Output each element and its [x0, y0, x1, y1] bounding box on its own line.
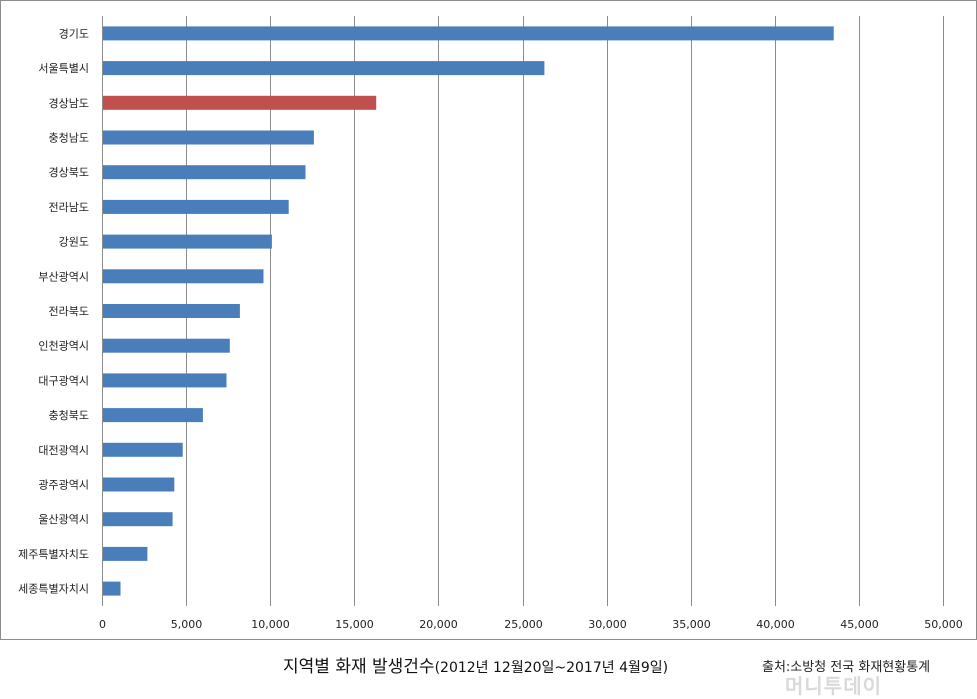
category-label: 충청남도: [49, 132, 89, 145]
bar-6: [103, 234, 272, 249]
category-label: 인천광역시: [38, 339, 89, 353]
x-tick-label: 40,000: [756, 618, 795, 631]
bar-12: [103, 442, 183, 457]
chart-plot: 0 5,000 10,000 15,000 20,000 25,000 30,000 35,0…: [18, 16, 963, 631]
category-label: 제주특별자치도: [18, 548, 89, 561]
bar-10: [103, 373, 227, 388]
x-tick-label: 25,000: [504, 618, 543, 631]
chart-title-main: 지역별 화재 발생건수: [283, 657, 435, 677]
category-label: 강원도: [59, 236, 89, 249]
category-label: 전라북도: [49, 305, 89, 318]
x-tick-label: 10,000: [251, 618, 290, 631]
bar-1: [103, 61, 545, 76]
source-note: 출처:소방청 전국 화재현황통계: [762, 660, 931, 675]
chart-title: 지역별 화재 발생건수(2012년 12월20일~2017년 4월9일): [283, 652, 668, 677]
bar-2: [103, 95, 377, 110]
category-label: 광주광역시: [38, 479, 89, 492]
bar-8: [103, 304, 240, 318]
x-tick-label: 0: [99, 618, 106, 631]
x-tick-label: 5,000: [171, 618, 203, 631]
bar-5: [103, 199, 289, 214]
category-label: 울산광역시: [38, 513, 89, 526]
bar-4: [103, 165, 306, 180]
watermark-logo: 머니투데이: [785, 674, 882, 698]
bar-3: [103, 130, 314, 145]
bar-13: [103, 477, 175, 492]
bar-7: [103, 269, 264, 284]
x-tick-label: 35,000: [672, 618, 711, 631]
x-tick-label: 50,000: [924, 618, 963, 631]
chart-frame: 0 5,000 10,000 15,000 20,000 25,000 30,000 35,0…: [0, 0, 977, 640]
x-tick-label: 45,000: [840, 618, 879, 631]
category-label: 대구광역시: [38, 374, 89, 387]
bar-15: [103, 546, 148, 561]
category-label: 전라남도: [49, 201, 89, 214]
category-label: 서울특별시: [38, 62, 89, 75]
bar-11: [103, 408, 203, 423]
bar-9: [103, 338, 230, 353]
chart-title-period: (2012년 12월20일~2017년 4월9일): [434, 660, 669, 676]
bar-14: [103, 512, 173, 527]
x-tick-label: 15,000: [335, 618, 374, 631]
x-tick-label: 20,000: [419, 618, 458, 631]
bar-0: [103, 26, 834, 41]
category-label: 경상남도: [49, 97, 89, 110]
category-label: 부산광역시: [38, 270, 89, 283]
category-label: 충청북도: [49, 409, 89, 422]
category-label: 경기도: [59, 27, 89, 40]
bar-16: [103, 581, 121, 596]
category-label: 세종특별자치시: [18, 583, 89, 596]
category-label: 경상북도: [49, 166, 89, 179]
x-tick-label: 30,000: [588, 618, 627, 631]
category-label: 대전광역시: [38, 444, 89, 457]
